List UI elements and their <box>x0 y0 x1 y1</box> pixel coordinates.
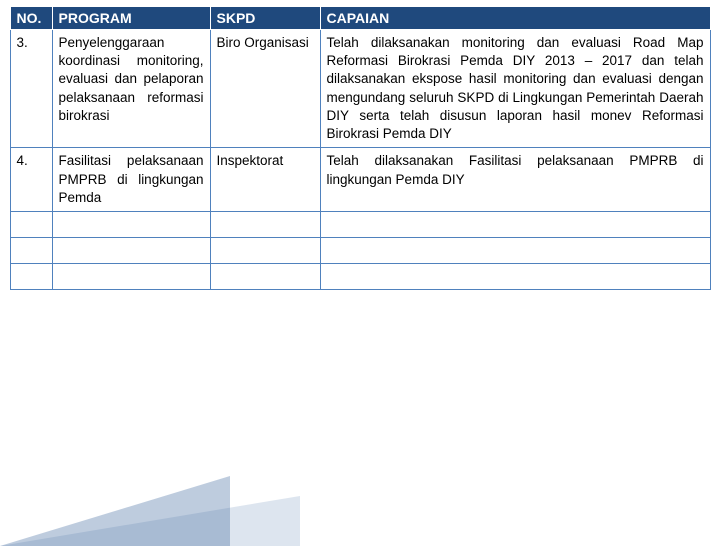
cell-empty <box>210 263 320 289</box>
table-row-empty <box>10 237 710 263</box>
header-skpd: SKPD <box>210 7 320 30</box>
cell-empty <box>52 211 210 237</box>
decorative-wedge-front <box>0 476 230 546</box>
cell-empty <box>10 263 52 289</box>
cell-empty <box>320 211 710 237</box>
cell-capaian: Telah dilaksanakan monitoring dan evalua… <box>320 30 710 148</box>
cell-capaian: Telah dilaksanakan Fasilitasi pelaksanaa… <box>320 148 710 212</box>
cell-empty <box>320 237 710 263</box>
cell-empty <box>10 211 52 237</box>
table-row: 3. Penyelenggaraan koordinasi monitoring… <box>10 30 710 148</box>
header-no: NO. <box>10 7 52 30</box>
header-capaian: CAPAIAN <box>320 7 710 30</box>
cell-program: Penyelenggaraan koordinasi monitoring, e… <box>52 30 210 148</box>
table-header-row: NO. PROGRAM SKPD CAPAIAN <box>10 7 710 30</box>
cell-no: 3. <box>10 30 52 148</box>
cell-empty <box>10 237 52 263</box>
cell-no: 4. <box>10 148 52 212</box>
header-program: PROGRAM <box>52 7 210 30</box>
cell-program: Fasilitasi pelaksanaan PMPRB di lingkung… <box>52 148 210 212</box>
cell-empty <box>52 237 210 263</box>
cell-skpd: Inspektorat <box>210 148 320 212</box>
table-row-empty <box>10 263 710 289</box>
table-row-empty <box>10 211 710 237</box>
program-table: NO. PROGRAM SKPD CAPAIAN 3. Penyelenggar… <box>10 6 711 290</box>
cell-empty <box>210 237 320 263</box>
table-row: 4. Fasilitasi pelaksanaan PMPRB di lingk… <box>10 148 710 212</box>
cell-empty <box>320 263 710 289</box>
cell-empty <box>52 263 210 289</box>
cell-empty <box>210 211 320 237</box>
cell-skpd: Biro Organisasi <box>210 30 320 148</box>
